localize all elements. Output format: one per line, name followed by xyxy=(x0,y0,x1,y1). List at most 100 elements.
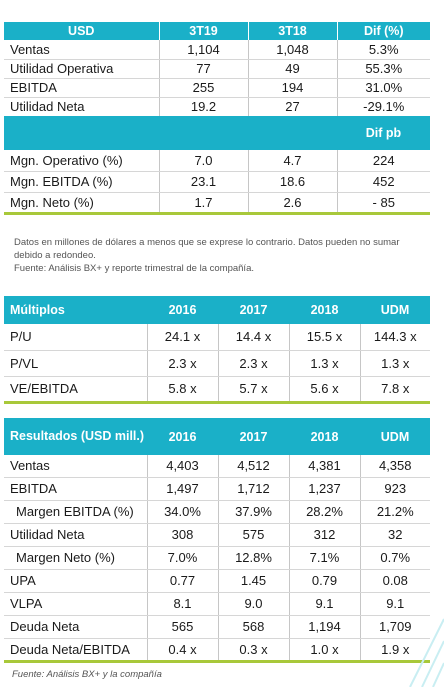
cell: 28.2% xyxy=(288,500,360,524)
table-row: Utilidad Neta 19.2 27 -29.1% xyxy=(4,97,430,116)
cell: 49 xyxy=(247,59,337,79)
note-text: Datos en millones de dólares a menos que… xyxy=(14,237,400,261)
row-label: Utilidad Neta xyxy=(10,99,85,115)
col-header: 2016 xyxy=(147,418,218,455)
corner-decoration xyxy=(409,618,444,687)
cell: 194 xyxy=(247,78,337,98)
table-row: P/VL 2.3 x 2.3 x 1.3 x 1.3 x xyxy=(4,350,430,377)
cell: 0.08 xyxy=(359,569,430,593)
row-label: UPA xyxy=(4,569,147,593)
cell: 55.3% xyxy=(336,59,430,79)
cell: 0.79 xyxy=(288,569,360,593)
cell: 5.3% xyxy=(336,40,430,60)
cell: 568 xyxy=(217,615,289,639)
col-header: Dif (%) xyxy=(336,22,430,40)
cell: 144.3 x xyxy=(359,324,430,351)
cell: 4,381 xyxy=(288,455,360,478)
cell: 9.1 xyxy=(288,592,360,616)
cell: 19.2 xyxy=(158,97,248,116)
cell: 32 xyxy=(359,523,430,547)
col-header: 2017 xyxy=(218,418,289,455)
table-row: Deuda Neta 565 568 1,194 1,709 xyxy=(4,615,430,639)
cell: 224 xyxy=(336,150,430,172)
quarterly-table: USD 3T19 3T18 Dif (%) Ventas 1,104 1,048… xyxy=(4,22,430,215)
table-row: Deuda Neta/EBITDA 0.4 x 0.3 x 1.0 x 1.9 … xyxy=(4,638,430,663)
cell: 23.1 xyxy=(158,171,248,193)
cell: 2.3 x xyxy=(217,350,289,377)
row-label: P/VL xyxy=(4,350,147,377)
cell: 1.45 xyxy=(217,569,289,593)
cell: 5.7 x xyxy=(217,376,289,404)
cell: 4,512 xyxy=(217,455,289,478)
cell: 9.1 xyxy=(359,592,430,616)
cell: 2.3 x xyxy=(146,350,218,377)
col-header: Múltiplos xyxy=(4,296,147,324)
col-header: UDM xyxy=(360,418,430,455)
cell: 1,497 xyxy=(146,477,218,501)
cell: 255 xyxy=(158,78,248,98)
cell: 21.2% xyxy=(359,500,430,524)
cell: 312 xyxy=(288,523,360,547)
cell: 7.0 xyxy=(158,150,248,172)
cell: 1,712 xyxy=(217,477,289,501)
row-label: Mgn. EBITDA (%) xyxy=(4,171,159,193)
cell: - 85 xyxy=(336,192,430,215)
cell: 308 xyxy=(146,523,218,547)
cell: 0.77 xyxy=(146,569,218,593)
cell: 0.7% xyxy=(359,546,430,570)
cell: 0.3 x xyxy=(217,638,289,663)
cell: 4.7 xyxy=(247,150,337,172)
row-label: Deuda Neta xyxy=(4,615,147,639)
cell: 37.9% xyxy=(217,500,289,524)
row-label: Deuda Neta/EBITDA xyxy=(4,638,147,663)
table-row: P/U 24.1 x 14.4 x 15.5 x 144.3 x xyxy=(4,324,430,351)
cell: 24.1 x xyxy=(146,324,218,351)
cell: 27 xyxy=(247,97,337,116)
col-header: 3T19 xyxy=(158,22,248,40)
cell: 452 xyxy=(336,171,430,193)
table-row: VLPA 8.1 9.0 9.1 9.1 xyxy=(4,592,430,616)
row-label: Utilidad Neta xyxy=(4,523,147,547)
table-row: Mgn. Neto (%) 1.7 2.6 - 85 xyxy=(4,192,430,215)
row-label: Ventas xyxy=(4,40,159,60)
cell: 12.8% xyxy=(217,546,289,570)
cell: 1.0 x xyxy=(288,638,360,663)
row-label: VLPA xyxy=(4,592,147,616)
row-label: Margen Neto (%) xyxy=(4,546,147,570)
row-label: EBITDA xyxy=(4,477,147,501)
table-row: Ventas 4,403 4,512 4,381 4,358 xyxy=(4,455,430,478)
cell: 1,104 xyxy=(158,40,248,60)
row-label: EBITDA xyxy=(4,78,159,98)
cell: 4,403 xyxy=(146,455,218,478)
col-header: 2018 xyxy=(289,296,360,324)
table-row: Utilidad Operativa 77 49 55.3% xyxy=(4,59,430,79)
cell: 15.5 x xyxy=(288,324,360,351)
multiples-table: Múltiplos 2016 2017 2018 UDM P/U 24.1 x … xyxy=(4,296,430,404)
row-label: P/U xyxy=(4,324,147,351)
cell: 565 xyxy=(146,615,218,639)
cell: 1.3 x xyxy=(359,350,430,377)
table-row: Utilidad Neta 308 575 312 32 xyxy=(4,523,430,547)
cell: 34.0% xyxy=(146,500,218,524)
table-row: Margen EBITDA (%) 34.0% 37.9% 28.2% 21.2… xyxy=(4,500,430,524)
cell: 1.9 x xyxy=(359,638,430,663)
table-row: Margen Neto (%) 7.0% 12.8% 7.1% 0.7% xyxy=(4,546,430,570)
col-header: 2018 xyxy=(289,418,360,455)
cell: 1.3 x xyxy=(288,350,360,377)
cell: 2.6 xyxy=(247,192,337,215)
row-label: Utilidad Operativa xyxy=(4,59,159,79)
row-label: Ventas xyxy=(4,455,147,478)
cell: 5.8 x xyxy=(146,376,218,404)
table-row: Mgn. EBITDA (%) 23.1 18.6 452 xyxy=(4,171,430,193)
note-source: Fuente: Análisis BX+ y reporte trimestra… xyxy=(14,263,254,274)
row-label: Mgn. Operativo (%) xyxy=(4,150,159,172)
cell: 575 xyxy=(217,523,289,547)
table-row: Mgn. Operativo (%) 7.0 4.7 224 xyxy=(4,150,430,172)
cell: 1,194 xyxy=(288,615,360,639)
cell: 0.4 x xyxy=(146,638,218,663)
table-row: Ventas 1,104 1,048 5.3% xyxy=(4,40,430,60)
row-label: Margen EBITDA (%) xyxy=(4,500,147,524)
footer-source: Fuente: Análisis BX+ y la compañía xyxy=(12,669,162,680)
cell: 7.1% xyxy=(288,546,360,570)
cell: 5.6 x xyxy=(288,376,360,404)
